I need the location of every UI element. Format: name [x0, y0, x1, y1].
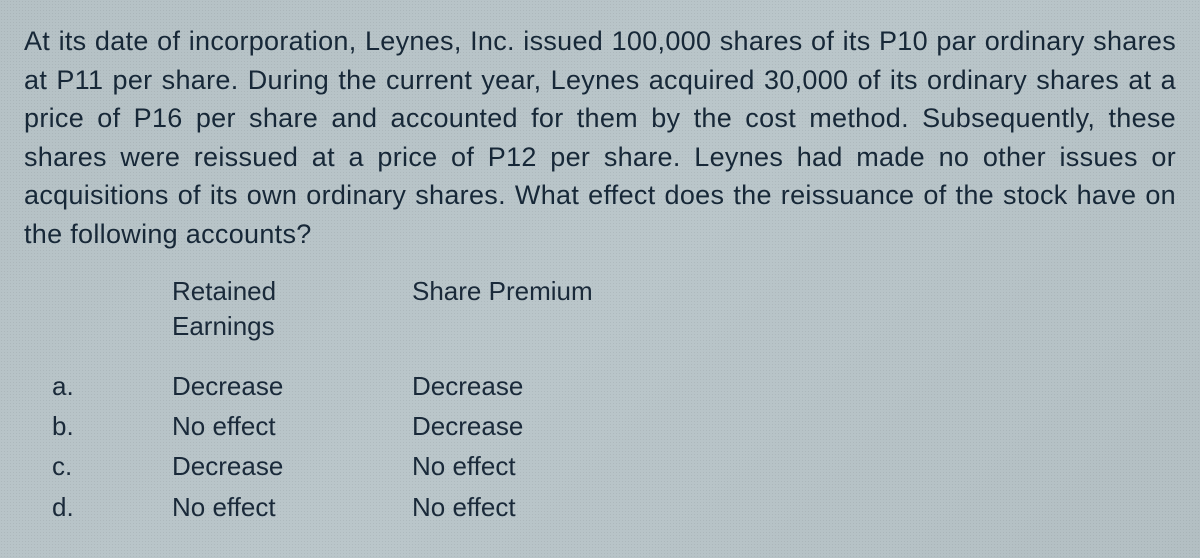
- option-row: a. Decrease Decrease: [52, 366, 1176, 406]
- answer-table: Retained Earnings Share Premium a. Decre…: [24, 274, 1176, 527]
- question-prompt: At its date of incorporation, Leynes, In…: [24, 22, 1176, 254]
- option-premium: Decrease: [382, 406, 1176, 446]
- header-retained-earnings: Retained Earnings: [172, 274, 382, 344]
- option-retained: No effect: [172, 487, 382, 527]
- option-row: b. No effect Decrease: [52, 406, 1176, 446]
- header-share-premium: Share Premium: [382, 274, 1176, 309]
- option-retained: Decrease: [172, 366, 382, 406]
- table-header-row: Retained Earnings Share Premium: [52, 274, 1176, 344]
- option-retained: Decrease: [172, 446, 382, 486]
- option-premium: No effect: [382, 487, 1176, 527]
- option-retained: No effect: [172, 406, 382, 446]
- header-retained-line2: Earnings: [172, 309, 382, 344]
- option-row: d. No effect No effect: [52, 487, 1176, 527]
- header-retained-line1: Retained: [172, 274, 382, 309]
- option-letter: d.: [52, 487, 172, 527]
- option-premium: Decrease: [382, 366, 1176, 406]
- option-premium: No effect: [382, 446, 1176, 486]
- option-letter: c.: [52, 446, 172, 486]
- option-letter: a.: [52, 366, 172, 406]
- option-letter: b.: [52, 406, 172, 446]
- option-row: c. Decrease No effect: [52, 446, 1176, 486]
